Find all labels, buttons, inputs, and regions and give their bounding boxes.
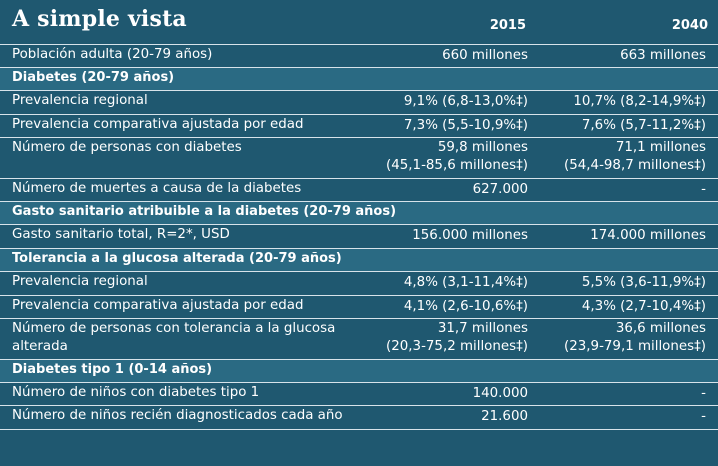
- value-2040: 10,7% (8,2-14,9%‡): [573, 93, 706, 111]
- value-2040: 7,6% (5,7-11,2%‡): [582, 117, 706, 135]
- value-2040: 174.000 millones: [590, 227, 706, 245]
- value-2040: -: [701, 408, 706, 426]
- value-2015-line: 140.000: [472, 386, 528, 401]
- row-label: Número de niños con diabetes tipo 1: [12, 385, 260, 400]
- year-2040-header: 2040: [671, 18, 708, 33]
- value-2040: 71,1 millones (54,4-98,7 millones‡): [564, 139, 706, 175]
- section-title: Diabetes tipo 1 (0-14 años): [12, 362, 213, 377]
- year-2015-header: 2015: [489, 18, 526, 33]
- table-row: Población adulta (20-79 años) 660 millone…: [0, 45, 718, 68]
- value-2040-line: -: [701, 182, 706, 197]
- value-2015: 156.000 millones: [412, 227, 528, 245]
- row-label: Prevalencia regional: [12, 93, 148, 108]
- table-header: A simple vista 2015 2040: [0, 0, 718, 45]
- table-row: Prevalencia regional 9,1% (6,8-13,0%‡) 10,…: [0, 91, 718, 115]
- value-2015: 7,3% (5,5-10,9%‡): [404, 117, 528, 135]
- table-row: Prevalencia comparativa ajustada por eda…: [0, 115, 718, 138]
- value-2040-line: 5,5% (3,6-11,9%‡): [581, 275, 706, 290]
- table-title: A simple vista: [12, 6, 187, 32]
- value-2015-line: 660 millones: [442, 48, 528, 63]
- value-2015-line: 4,1% (2,6-10,6%‡): [403, 299, 528, 314]
- table-row: Número de personas con diabetes 59,8 mill…: [0, 138, 718, 179]
- row-label: Gasto sanitario total, R=2*, USD: [12, 227, 230, 242]
- value-2040: -: [701, 181, 706, 199]
- value-2015: 59,8 millones (45,1-85,6 millones‡): [386, 139, 528, 175]
- value-2015: 4,8% (3,1-11,4%‡): [404, 274, 528, 292]
- value-2040-line: 4,3% (2,7-10,4%‡): [581, 299, 706, 314]
- value-2015-line: 156.000 millones: [412, 228, 528, 243]
- value-2015-line: 21.600: [481, 409, 528, 424]
- value-2015: 21.600: [481, 408, 528, 426]
- value-2040: 5,5% (3,6-11,9%‡): [582, 274, 706, 292]
- value-2015-line: 31,7 millones: [437, 321, 528, 336]
- row-label: Número de personas con tolerancia a la g…: [12, 321, 336, 354]
- section-header: Diabetes tipo 1 (0-14 años): [0, 360, 718, 383]
- value-2015-line: 59,8 millones: [437, 140, 528, 155]
- value-2040-line: 71,1 millones: [615, 140, 706, 155]
- section-title: Diabetes (20-79 años): [12, 70, 175, 85]
- row-label: Prevalencia comparativa ajustada por eda…: [12, 298, 304, 313]
- table-row: Prevalencia regional 4,8% (3,1-11,4%‡) 5,5…: [0, 272, 718, 296]
- value-2015: 140.000: [473, 385, 528, 403]
- value-2015: 31,7 millones (20,3-75,2 millones‡): [386, 320, 528, 356]
- table-row: Número de personas con tolerancia a la g…: [0, 319, 718, 360]
- value-2040: 663 millones: [620, 47, 706, 65]
- value-2040-line: -: [701, 409, 706, 424]
- value-2015: 4,1% (2,6-10,6%‡): [404, 298, 528, 316]
- value-2015: 660 millones: [442, 47, 528, 65]
- section-title: Tolerancia a la glucosa alterada (20-79 …: [12, 251, 342, 266]
- row-label: Prevalencia regional: [12, 274, 148, 289]
- value-2040: 36,6 millones (23,9-79,1 millones‡): [564, 320, 706, 356]
- section-header: Gasto sanitario atribuible a la diabetes…: [0, 202, 718, 225]
- table-row: Número de muertes a causa de la diabetes…: [0, 179, 718, 202]
- value-2040-line: 7,6% (5,7-11,2%‡): [581, 118, 706, 133]
- value-2015-line: 627.000: [472, 182, 528, 197]
- row-label: Número de personas con diabetes: [12, 140, 242, 155]
- table-row: Número de niños recién diagnosticados ca…: [0, 406, 718, 430]
- table-body: Población adulta (20-79 años) 660 millone…: [0, 45, 718, 430]
- value-2015-line: (20,3-75,2 millones‡): [386, 339, 528, 354]
- row-label: Número de niños recién diagnosticados ca…: [12, 408, 343, 423]
- row-label: Número de muertes a causa de la diabetes: [12, 181, 302, 196]
- value-2040: -: [701, 385, 706, 403]
- value-2040-line: 36,6 millones: [615, 321, 706, 336]
- value-2015-line: 4,8% (3,1-11,4%‡): [403, 275, 528, 290]
- value-2040-line: 174.000 millones: [590, 228, 706, 243]
- value-2015-line: 9,1% (6,8-13,0%‡): [403, 94, 528, 109]
- section-header: Tolerancia a la glucosa alterada (20-79 …: [0, 249, 718, 272]
- value-2015: 627.000: [473, 181, 528, 199]
- table-row: Gasto sanitario total, R=2*, USD 156.000 …: [0, 225, 718, 249]
- value-2040-line: (23,9-79,1 millones‡): [564, 339, 706, 354]
- section-header: Diabetes (20-79 años): [0, 68, 718, 91]
- table-row: Número de niños con diabetes tipo 1 140.0…: [0, 383, 718, 406]
- table-row: Prevalencia comparativa ajustada por eda…: [0, 296, 718, 319]
- row-label: Población adulta (20-79 años): [12, 47, 213, 62]
- value-2040-line: 10,7% (8,2-14,9%‡): [573, 94, 706, 109]
- value-2040-line: -: [701, 386, 706, 401]
- value-2015: 9,1% (6,8-13,0%‡): [404, 93, 528, 111]
- section-title: Gasto sanitario atribuible a la diabetes…: [12, 204, 397, 219]
- value-2015-line: (45,1-85,6 millones‡): [386, 158, 528, 173]
- row-label: Prevalencia comparativa ajustada por eda…: [12, 117, 304, 132]
- value-2040: 4,3% (2,7-10,4%‡): [582, 298, 706, 316]
- value-2015-line: 7,3% (5,5-10,9%‡): [403, 118, 528, 133]
- value-2040-line: (54,4-98,7 millones‡): [564, 158, 706, 173]
- value-2040-line: 663 millones: [620, 48, 706, 63]
